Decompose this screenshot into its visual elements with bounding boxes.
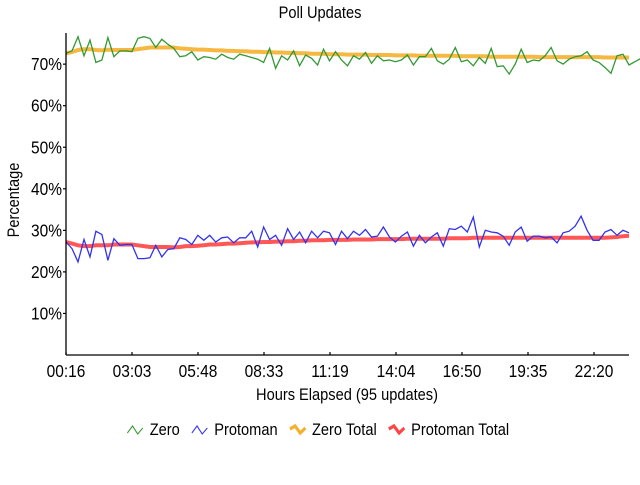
thin-zigzag-icon — [191, 425, 208, 435]
series-line-protoman — [65, 214, 630, 264]
series-line-zero-total — [65, 45, 629, 60]
y-tick-label: 30% — [31, 220, 62, 240]
x-tick-label: 22:20 — [575, 361, 614, 381]
y-tick-label: 40% — [31, 179, 62, 199]
legend-label: Zero Total — [311, 420, 377, 439]
series-line-protoman-total — [65, 233, 630, 250]
legend-item-zero-total: Zero Total — [288, 420, 377, 440]
x-tick-label: 19:35 — [509, 361, 548, 381]
series-line-zero — [65, 34, 640, 76]
y-axis-label: Percentage — [5, 162, 23, 237]
x-tick-label: 14:04 — [377, 361, 416, 381]
thin-zigzag-icon — [126, 425, 144, 435]
x-tick-label: 11:19 — [311, 361, 349, 381]
y-tick-label: 20% — [31, 262, 62, 282]
x-tick-label: 05:48 — [179, 361, 218, 381]
x-axis-label: Hours Elapsed (95 updates) — [256, 386, 438, 404]
y-tick-label: 60% — [31, 96, 62, 116]
legend-item-zero: Zero — [126, 420, 180, 440]
legend-item-protoman: Protoman — [190, 420, 278, 440]
y-tick-label: 10% — [31, 303, 62, 323]
legend-label: Protoman Total — [411, 420, 510, 439]
chart-title: Poll Updates — [279, 4, 362, 22]
thick-zigzag-icon — [388, 423, 406, 436]
legend-item-protoman-total: Protoman Total — [387, 420, 509, 440]
thick-zigzag-icon — [288, 423, 307, 436]
x-tick-label: 00:16 — [47, 361, 86, 381]
legend-label: Zero — [149, 420, 180, 439]
x-axis-ticks: 00:16 03:03 05:48 08:33 11:19 14:04 16:50 19:35… — [47, 352, 614, 381]
series-layer — [65, 34, 640, 264]
y-tick-label: 70% — [31, 54, 62, 74]
x-tick-label: 16:50 — [443, 361, 482, 381]
y-axis-ticks: 10% 20% 30% 40% 50% 60% 70% — [31, 54, 66, 324]
legend-label: Protoman — [214, 420, 278, 439]
x-tick-label: 03:03 — [113, 361, 152, 381]
x-tick-label: 08:33 — [245, 361, 284, 381]
chart-legend: Zero Protoman Zero Total Protoman Total — [45, 418, 595, 442]
y-tick-label: 50% — [31, 137, 62, 157]
